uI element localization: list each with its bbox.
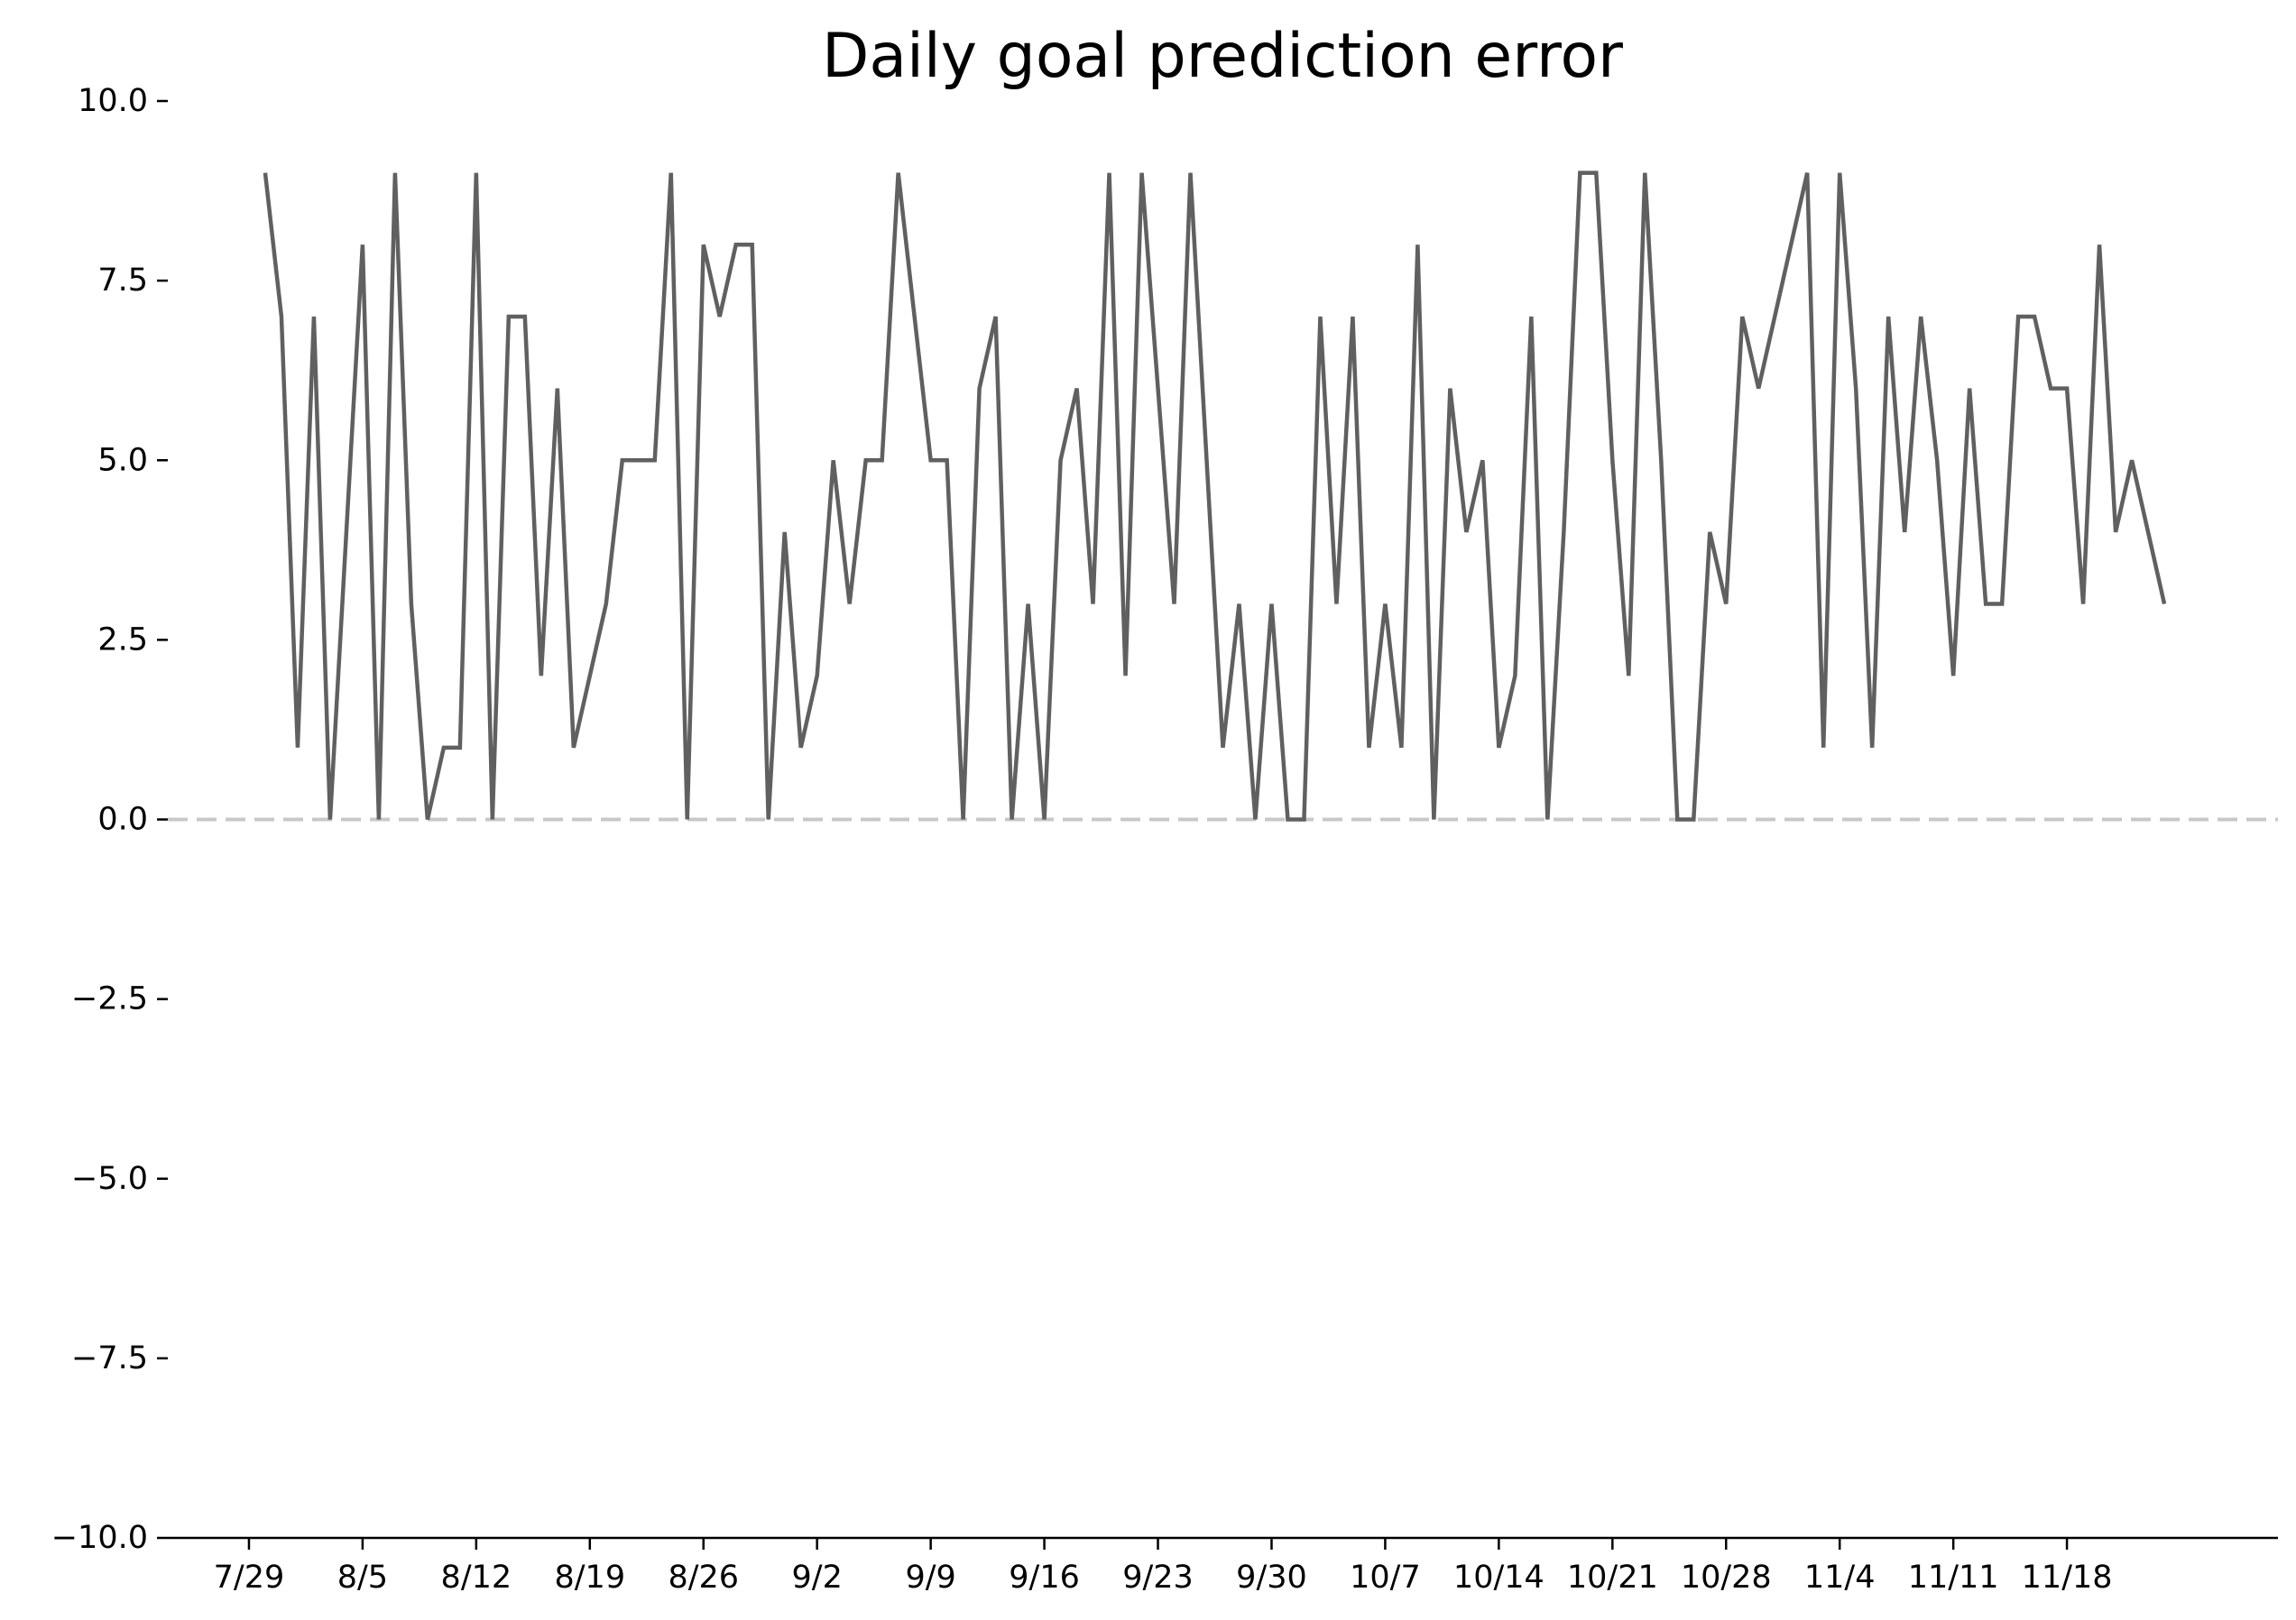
x-tick-label: 11/18 [2022,1560,2113,1596]
x-tick-label: 11/11 [1908,1560,1999,1596]
x-axis: 7/29 8/5 8/12 8/19 8/26 9/2 9/9 9/16 9/23 9/30 10/… [168,1536,2278,1596]
x-tick-label: 8/26 [668,1560,739,1596]
x-tick-label: 8/12 [441,1560,512,1596]
y-axis: 10.0 7.5 5.0 2.5 0.0 −2.5 −5.0 −7.5 −10.0 [51,83,168,1556]
x-tick-label: 9/30 [1236,1560,1307,1596]
x-tick-label: 8/5 [337,1560,388,1596]
x-tick-label: 10/21 [1567,1560,1658,1596]
y-tick-label: 10.0 [78,83,148,119]
x-tick-label: 10/28 [1681,1560,1772,1596]
x-tick-label: 9/16 [1009,1560,1080,1596]
y-tick-label: −2.5 [71,981,148,1017]
x-tick-label: 9/9 [905,1560,955,1596]
y-tick-label: 5.0 [97,442,148,478]
x-tick-label: 9/2 [792,1560,843,1596]
x-tick-label: 10/7 [1350,1560,1421,1596]
x-tick-label: 10/14 [1453,1560,1544,1596]
y-tick-label: 7.5 [97,262,148,299]
y-tick-label: −10.0 [51,1520,148,1556]
y-tick-label: −5.0 [71,1161,148,1197]
series-line [263,170,2167,822]
chart-title: Daily goal prediction error [822,21,1623,92]
x-tick-label: 8/19 [554,1560,625,1596]
x-tick-label: 7/29 [214,1560,285,1596]
y-tick-label: −7.5 [71,1340,148,1376]
y-tick-label: 0.0 [97,802,148,838]
x-tick-label: 9/23 [1122,1560,1194,1596]
y-tick-label: 2.5 [97,621,148,658]
x-tick-label: 11/4 [1804,1560,1876,1596]
